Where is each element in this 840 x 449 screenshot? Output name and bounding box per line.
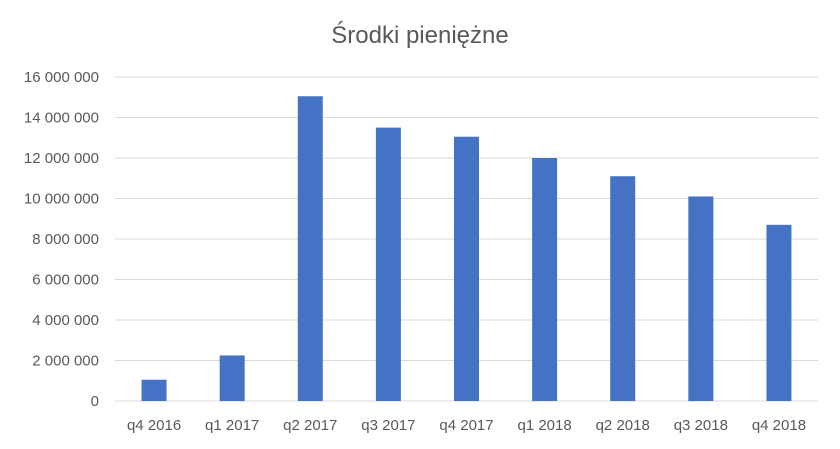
- x-tick-label: q3 2017: [361, 417, 415, 434]
- x-tick-label: q4 2017: [439, 417, 493, 434]
- y-tick-label: 14 000 000: [24, 110, 99, 127]
- y-tick-label: 10 000 000: [24, 191, 99, 208]
- bar: [454, 136, 479, 402]
- chart-title: Środki pieniężne: [331, 21, 508, 49]
- bar: [219, 355, 245, 401]
- y-tick-label: 8 000 000: [32, 231, 99, 248]
- bar: [297, 96, 323, 402]
- y-tick-label: 12 000 000: [24, 150, 99, 167]
- bar: [766, 224, 792, 401]
- x-tick-label: q2 2018: [596, 417, 650, 434]
- x-tick-label: q4 2016: [127, 417, 181, 434]
- bars: [141, 96, 792, 402]
- y-tick-label: 6 000 000: [32, 272, 99, 289]
- bar: [688, 196, 714, 401]
- x-tick-label: q4 2018: [752, 417, 806, 434]
- y-tick-label: 2 000 000: [32, 353, 99, 370]
- x-tick-label: q1 2017: [205, 417, 259, 434]
- bar: [141, 379, 167, 401]
- x-tick-label: q2 2017: [283, 417, 337, 434]
- x-tick-label: q1 2018: [517, 417, 571, 434]
- bar: [375, 127, 401, 401]
- y-axis-tick-labels: 0 2 000 000 4 000 000 6 000 000 8 000 000 10 …: [24, 69, 99, 410]
- y-tick-label: 0: [91, 393, 99, 410]
- x-axis-tick-labels: q4 2016 q1 2017 q2 2017 q3 2017 q4 2017 q1 20…: [127, 417, 806, 434]
- bar: [610, 176, 636, 401]
- y-tick-label: 16 000 000: [24, 69, 99, 86]
- bar: [532, 158, 558, 401]
- x-tick-label: q3 2018: [674, 417, 728, 434]
- y-tick-label: 4 000 000: [32, 312, 99, 329]
